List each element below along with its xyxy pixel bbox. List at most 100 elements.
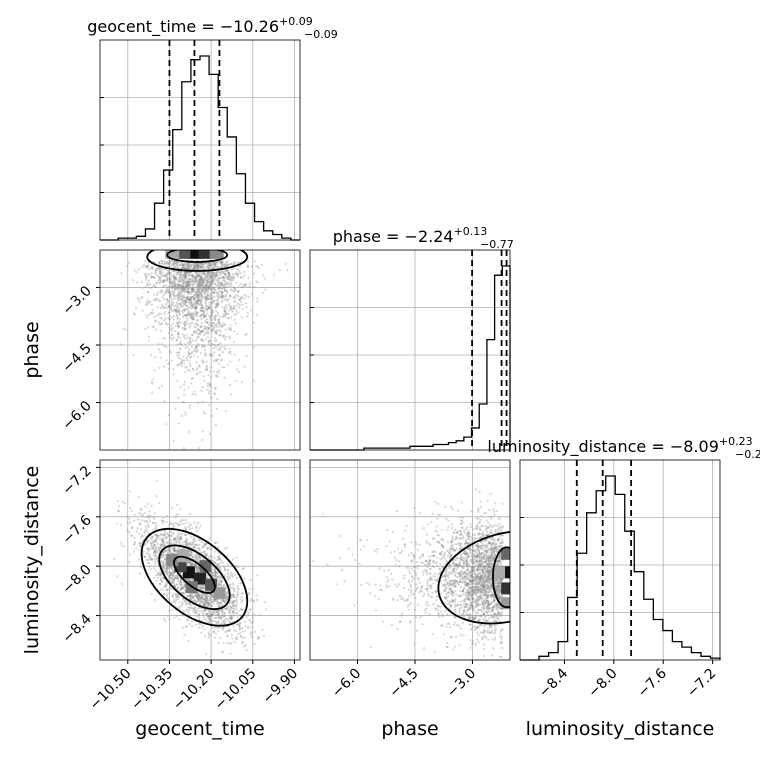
scatter-point — [203, 307, 206, 310]
scatter-point — [187, 266, 190, 269]
scatter-point — [147, 549, 150, 553]
scatter-point — [198, 281, 201, 284]
scatter-point — [208, 633, 211, 636]
scatter-point — [163, 557, 166, 560]
scatter-point — [175, 276, 178, 279]
scatter-point — [177, 396, 180, 399]
scatter-point — [179, 340, 182, 343]
scatter-point — [215, 271, 218, 275]
scatter-point — [220, 282, 223, 285]
scatter-point — [204, 286, 207, 289]
scatter-point — [163, 533, 166, 536]
scatter-point — [184, 288, 187, 291]
scatter-point — [183, 526, 187, 529]
scatter-point — [216, 556, 219, 559]
scatter-point — [228, 282, 231, 285]
scatter-point — [191, 318, 194, 321]
scatter-point — [184, 277, 187, 280]
scatter-point — [247, 265, 250, 269]
scatter-point — [197, 622, 200, 625]
scatter-point — [171, 581, 174, 584]
scatter-point — [167, 368, 170, 371]
scatter-point — [117, 510, 120, 513]
scatter-point — [194, 299, 197, 302]
scatter-point — [160, 279, 163, 282]
scatter-point — [215, 279, 218, 282]
scatter-point — [176, 266, 179, 269]
scatter-point — [184, 600, 187, 603]
scatter-point — [185, 542, 188, 545]
scatter-point — [168, 262, 171, 265]
scatter-point — [196, 274, 199, 277]
scatter-point — [208, 265, 211, 268]
scatter-point — [202, 286, 206, 289]
scatter-point — [207, 602, 210, 605]
scatter-point — [213, 295, 216, 299]
scatter-point — [217, 581, 221, 585]
scatter-point — [208, 613, 211, 617]
scatter-point — [167, 273, 170, 276]
scatter-point — [165, 278, 169, 281]
scatter-point — [200, 277, 203, 281]
scatter-point — [156, 306, 159, 309]
scatter-point — [236, 332, 239, 336]
scatter-point — [173, 616, 176, 620]
scatter-point — [188, 298, 191, 301]
scatter-point — [203, 276, 206, 279]
scatter-point — [232, 304, 235, 307]
scatter-point — [212, 274, 215, 277]
scatter-point — [195, 346, 198, 349]
scatter-point — [198, 555, 201, 558]
scatter-point — [171, 303, 174, 307]
scatter-point — [232, 594, 235, 597]
scatter-point — [198, 543, 201, 546]
scatter-point — [183, 273, 186, 276]
scatter-point — [218, 329, 221, 332]
contour-line — [166, 250, 229, 263]
scatter-point — [210, 291, 213, 295]
scatter-point — [220, 282, 223, 285]
scatter-point — [179, 302, 182, 305]
scatter-point — [204, 278, 207, 281]
scatter-point — [197, 264, 201, 267]
scatter-point — [144, 264, 147, 268]
scatter-point — [195, 296, 199, 300]
scatter-point — [264, 288, 267, 291]
scatter-point — [221, 324, 225, 328]
scatter-point — [167, 291, 171, 294]
scatter-point — [206, 289, 210, 292]
scatter-point — [171, 309, 174, 312]
scatter-point — [176, 535, 179, 538]
scatter-point — [184, 296, 187, 299]
scatter-point — [230, 606, 233, 609]
scatter-point — [162, 567, 165, 570]
scatter-point — [214, 423, 217, 427]
title-median: −2.24 — [405, 227, 454, 246]
scatter-point — [188, 299, 192, 302]
scatter-point — [159, 356, 162, 359]
scatter-point — [201, 361, 204, 364]
scatter-point — [188, 301, 191, 304]
scatter-point — [166, 287, 169, 290]
scatter-point — [207, 604, 210, 607]
scatter-point — [200, 317, 203, 321]
scatter-point — [210, 324, 213, 327]
scatter-point — [188, 342, 191, 345]
scatter-point — [225, 261, 228, 264]
scatter-point — [212, 275, 215, 279]
scatter-point — [147, 283, 150, 286]
scatter-point — [255, 264, 258, 267]
scatter-point — [199, 302, 202, 306]
scatter-point — [233, 300, 236, 303]
scatter-point — [219, 347, 222, 350]
scatter-point — [190, 291, 193, 294]
scatter-point — [181, 276, 185, 279]
scatter-point — [168, 315, 172, 318]
scatter-point — [205, 652, 208, 655]
scatter-point — [167, 289, 170, 292]
scatter-point — [260, 263, 264, 266]
grid-lines — [100, 250, 300, 450]
scatter-point — [223, 263, 227, 266]
scatter-point — [172, 314, 176, 318]
scatter-point — [207, 270, 210, 274]
